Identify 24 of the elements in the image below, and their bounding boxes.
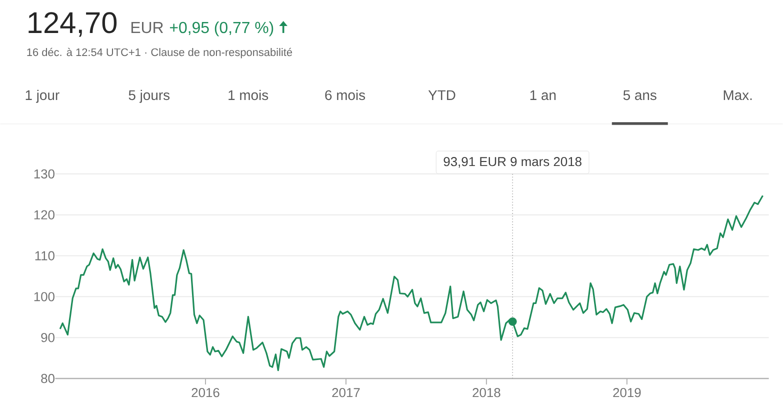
text: 1 an [530, 90, 556, 100]
x-tick-label: 2016 [192, 388, 220, 398]
text: EUR [131, 22, 164, 34]
text: YTD [428, 90, 456, 100]
x-tick-label: 2018 [472, 388, 500, 398]
text: 93,91 EUR 9 mars 2018 [444, 157, 582, 168]
text: Max. [724, 90, 752, 100]
x-tick-label: 2019 [613, 388, 641, 398]
text: 1 mois [228, 90, 268, 100]
y-tick-label: 90 [41, 333, 54, 342]
text: 6 mois [325, 90, 366, 100]
y-tick-label: 130 [34, 169, 54, 179]
y-tick-label: 120 [34, 210, 54, 220]
chart-title: 124,70 [28, 12, 117, 37]
line-series [59, 194, 764, 372]
text: 5 ans [623, 90, 656, 100]
chart-subtitle: 16 déc. à 12:54 UTC+1 · Clause de non-responsabilité [27, 48, 292, 58]
y-tick-label: 100 [34, 292, 54, 302]
text: 5 jours [128, 90, 170, 103]
x-tick-label: 2017 [332, 388, 360, 398]
text: 1 jour [26, 90, 60, 103]
text: +0,95 (0,77 %) [170, 22, 274, 36]
y-tick-label: 80 [41, 374, 54, 384]
y-tick-label: 110 [35, 251, 54, 260]
